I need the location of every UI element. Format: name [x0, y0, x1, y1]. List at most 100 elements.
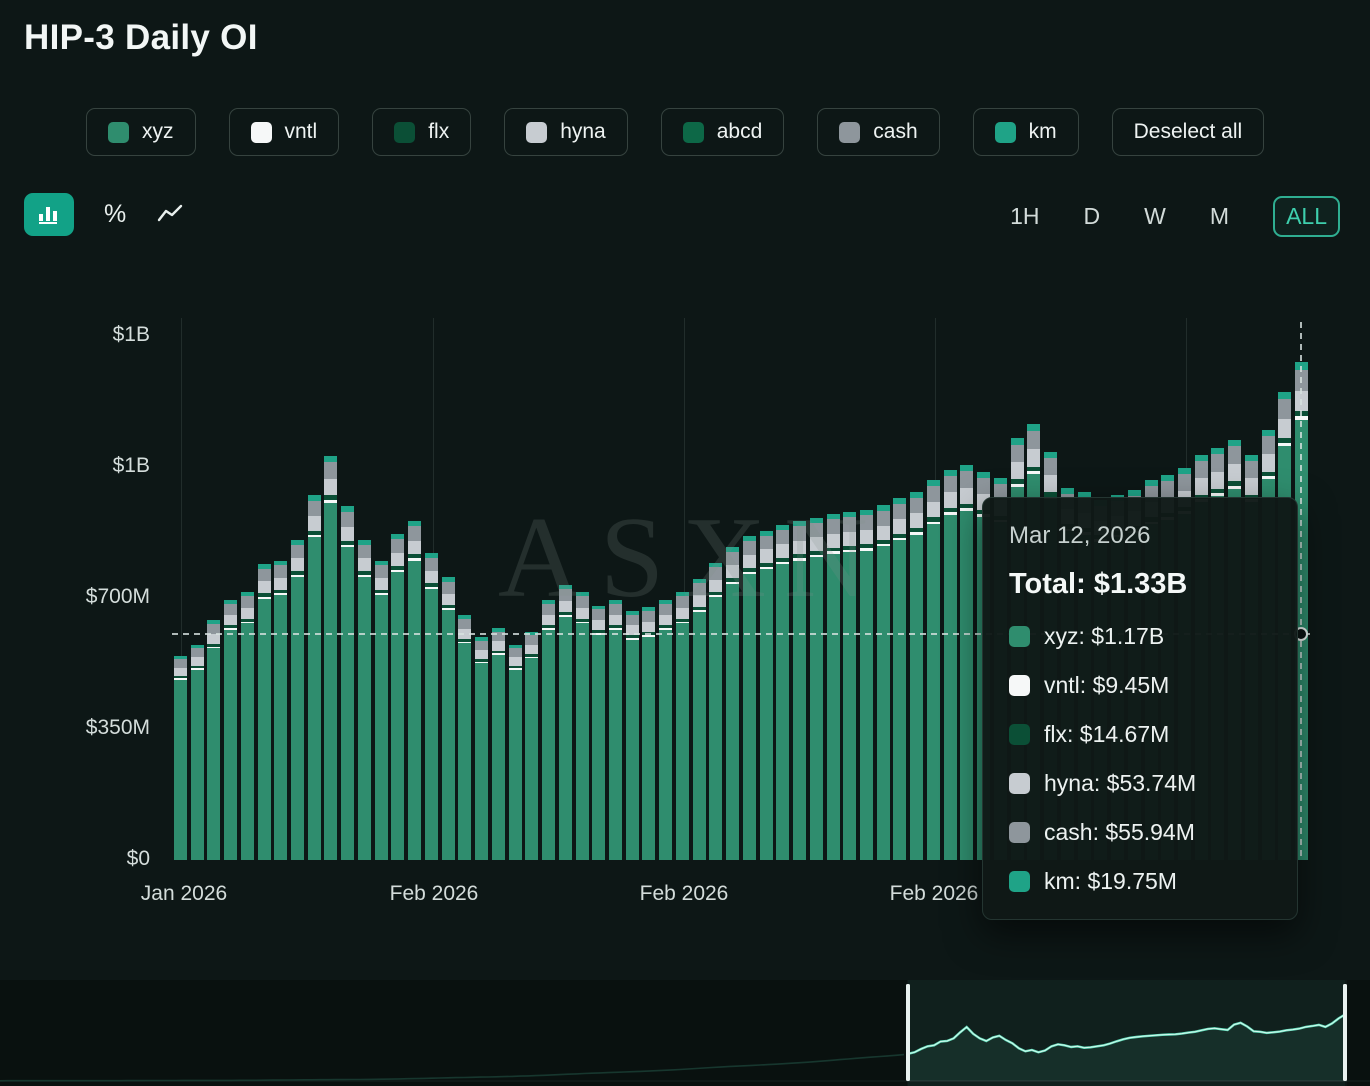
bar-segment-hyna — [910, 513, 924, 529]
tooltip-swatch-xyz — [1009, 626, 1030, 647]
legend-toggle-hyna[interactable]: hyna — [504, 108, 628, 156]
stacked-bar[interactable] — [257, 564, 271, 860]
stacked-bar[interactable] — [893, 498, 907, 860]
legend-toggle-xyz[interactable]: xyz — [86, 108, 196, 156]
bar-segment-km — [809, 517, 823, 523]
legend-row: xyz vntl flx hyna abcd cash km Deselect … — [86, 108, 1265, 156]
stacked-bar[interactable] — [458, 614, 472, 860]
legend-toggle-flx[interactable]: flx — [372, 108, 472, 156]
legend-toggle-cash[interactable]: cash — [817, 108, 940, 156]
bar-segment-xyz — [876, 546, 890, 860]
stacked-bar[interactable] — [910, 492, 924, 860]
navigator-handle-left[interactable] — [906, 984, 910, 1081]
deselect-all-button[interactable]: Deselect all — [1111, 108, 1265, 156]
stacked-bar[interactable] — [592, 605, 606, 860]
bar-segment-cash — [977, 478, 991, 495]
stacked-bar[interactable] — [274, 560, 288, 860]
bar-segment-vntl — [709, 594, 723, 597]
bar-segment-cash — [960, 471, 974, 488]
timeframe-w[interactable]: W — [1144, 203, 1166, 229]
bar-segment-xyz — [408, 560, 422, 860]
bar-segment-cash — [542, 603, 556, 615]
bar-segment-cash — [1194, 461, 1208, 479]
stacked-bar[interactable] — [793, 521, 807, 860]
bar-chart-view-button[interactable] — [24, 192, 74, 236]
stacked-bar[interactable] — [759, 530, 773, 860]
stacked-bar[interactable] — [776, 525, 790, 860]
stacked-bar[interactable] — [357, 539, 371, 860]
stacked-bar[interactable] — [860, 510, 873, 860]
bar-segment-vntl — [1027, 471, 1041, 475]
stacked-bar[interactable] — [391, 534, 405, 860]
stacked-bar[interactable] — [692, 579, 706, 860]
stacked-bar[interactable] — [608, 599, 622, 860]
bar-segment-km — [843, 511, 857, 518]
stacked-bar[interactable] — [525, 631, 539, 860]
stacked-bar[interactable] — [491, 628, 505, 860]
bar-segment-hyna — [575, 607, 589, 619]
stacked-bar[interactable] — [190, 644, 204, 860]
stacked-bar[interactable] — [408, 521, 422, 860]
stacked-bar[interactable] — [625, 611, 639, 860]
navigator-handle-right[interactable] — [1343, 984, 1347, 1081]
bar-segment-vntl — [491, 653, 505, 655]
timeframe-all[interactable]: ALL — [1273, 196, 1340, 237]
bar-segment-km — [424, 553, 438, 558]
stacked-bar[interactable] — [826, 513, 840, 860]
bar-segment-km — [1044, 452, 1058, 459]
bar-segment-cash — [207, 624, 221, 635]
stacked-bar[interactable] — [542, 599, 556, 860]
stacked-bar[interactable] — [675, 592, 689, 860]
legend-toggle-vntl[interactable]: vntl — [228, 108, 340, 156]
stacked-bar[interactable] — [508, 644, 522, 860]
bar-segment-hyna — [826, 533, 840, 548]
bar-segment-km — [508, 644, 522, 649]
legend-toggle-abcd[interactable]: abcd — [660, 108, 785, 156]
stacked-bar[interactable] — [575, 592, 589, 860]
stacked-bar[interactable] — [742, 536, 756, 860]
stacked-bar[interactable] — [441, 577, 455, 860]
percent-view-button[interactable]: % — [104, 199, 127, 228]
bar-segment-cash — [809, 522, 823, 538]
timeframe-m[interactable]: M — [1209, 203, 1230, 229]
stacked-bar[interactable] — [659, 599, 673, 860]
stacked-bar[interactable] — [726, 547, 740, 860]
stacked-bar[interactable] — [876, 505, 890, 860]
stacked-bar[interactable] — [943, 470, 957, 860]
stacked-bar[interactable] — [424, 553, 438, 860]
bar-segment-km — [726, 547, 740, 553]
stacked-bar[interactable] — [207, 620, 221, 860]
stacked-bar[interactable] — [642, 607, 656, 860]
navigator-mask-right — [1347, 980, 1370, 1086]
stacked-bar[interactable] — [475, 637, 489, 860]
stacked-bar[interactable] — [843, 511, 857, 860]
timeframe-1h[interactable]: 1H — [1010, 203, 1040, 229]
stacked-bar[interactable] — [926, 480, 940, 860]
stacked-bar[interactable] — [374, 560, 388, 860]
bar-segment-cash — [860, 515, 873, 531]
stacked-bar[interactable] — [240, 592, 254, 860]
stacked-bar[interactable] — [809, 517, 823, 860]
navigator[interactable] — [0, 980, 1370, 1086]
bar-segment-vntl — [742, 571, 756, 574]
stacked-bar[interactable] — [341, 506, 355, 860]
bar-segment-flx — [525, 654, 539, 657]
stacked-bar[interactable] — [709, 562, 723, 860]
bar-segment-xyz — [675, 623, 689, 860]
stacked-bar[interactable] — [324, 455, 338, 860]
stacked-bar[interactable] — [558, 584, 572, 860]
bar-segment-km — [274, 560, 288, 566]
bar-segment-xyz — [291, 577, 304, 860]
stacked-bar[interactable] — [224, 599, 238, 860]
legend-label-abcd: abcd — [716, 120, 763, 143]
bar-segment-flx — [491, 650, 505, 654]
timeframe-d[interactable]: D — [1083, 203, 1101, 229]
stacked-bar[interactable] — [291, 539, 304, 860]
stacked-bar[interactable] — [960, 465, 974, 860]
bar-segment-vntl — [408, 558, 422, 561]
bar-segment-vntl — [291, 574, 304, 578]
line-chart-view-button[interactable] — [156, 202, 184, 226]
legend-toggle-km[interactable]: km — [972, 108, 1079, 156]
stacked-bar[interactable] — [307, 495, 321, 860]
stacked-bar[interactable] — [173, 656, 187, 860]
